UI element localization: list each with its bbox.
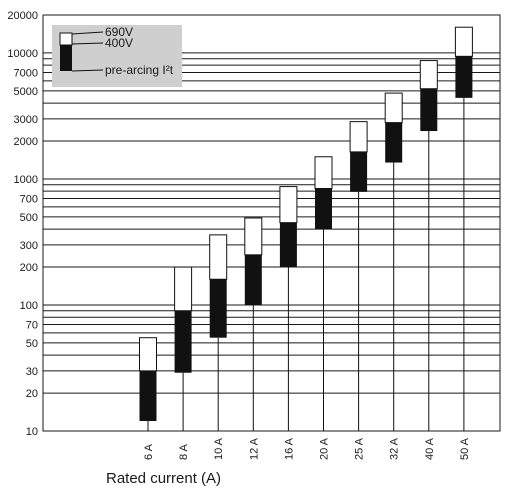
x-tick-label: 25 A	[354, 437, 366, 460]
x-tick-label: 32 A	[389, 437, 401, 460]
x-tick-label: 50 A	[459, 437, 471, 460]
legend-box	[52, 25, 182, 87]
bar-prearcing	[174, 310, 192, 373]
y-tick-label: 30	[26, 366, 38, 378]
bar-690v	[419, 60, 438, 90]
bar-690v	[349, 121, 368, 153]
bar-prearcing	[385, 122, 403, 163]
bar-690v	[209, 234, 228, 280]
bar-prearcing	[279, 222, 297, 268]
y-tick-label: 3000	[14, 114, 38, 126]
legend-swatch-690v	[59, 32, 73, 46]
bar-prearcing	[209, 279, 227, 338]
y-tick-label: 50	[26, 338, 38, 350]
legend-leader-400v	[71, 42, 104, 45]
x-tick-label: 40 A	[424, 437, 436, 460]
legend-leader-prearc	[71, 69, 104, 72]
x-tick-label: 10 A	[213, 437, 225, 460]
y-tick-label: 200	[20, 262, 38, 274]
bar-prearcing	[455, 56, 473, 98]
bar-690v	[174, 266, 193, 312]
x-tick-labels: 6 A 8 A 10 A 12 A 16 A 20 A 25 A 32 A 40 A 50 A	[143, 437, 471, 460]
bar-690v	[279, 186, 298, 224]
y-tick-label: 100	[20, 300, 38, 312]
x-axis-title: Rated current (A)	[106, 470, 222, 487]
bar-prearcing	[420, 88, 438, 132]
y-tick-label: 5000	[14, 86, 38, 98]
legend-label-400v: 400V	[105, 36, 133, 50]
bar-690v	[384, 92, 403, 124]
y-tick-label: 300	[20, 240, 38, 252]
y-tick-label: 1000	[14, 174, 38, 186]
y-tick-label: 700	[20, 193, 38, 205]
y-tick-label: 20	[26, 388, 38, 400]
legend-label-690v: 690V	[105, 25, 133, 39]
bar-690v	[244, 217, 263, 256]
legend-label-prearc: pre-arcing I²t	[105, 63, 174, 77]
y-tick-label: 2000	[14, 136, 38, 148]
legend-leader-690v	[71, 31, 104, 35]
y-tick-label: 7000	[14, 67, 38, 79]
y-tick-labels: 10 20 30 50 70 100 200 300 500 700 1000 2000 3000 500…	[7, 10, 38, 438]
x-tick-label: 20 A	[319, 437, 331, 460]
x-tick-label: 12 A	[248, 437, 260, 460]
y-tick-label: 70	[26, 319, 38, 331]
bar-690v	[139, 337, 157, 372]
bar-prearcing	[350, 151, 368, 192]
bar-690v	[454, 26, 473, 57]
x-tick-label: 8 A	[178, 443, 190, 460]
bar-prearcing	[139, 370, 157, 422]
legend-swatch-400v	[60, 45, 72, 71]
legend: 690V 400V pre-arcing I²t	[52, 25, 182, 87]
y-tick-label: 500	[20, 212, 38, 224]
bar-prearcing	[315, 188, 332, 230]
bar-690v	[314, 156, 333, 189]
x-tick-label: 16 A	[283, 437, 295, 460]
bars	[139, 26, 473, 431]
y-tick-label: 10	[26, 426, 38, 438]
gridlines	[43, 52, 500, 394]
x-tick-label: 6 A	[143, 443, 155, 460]
bar-prearcing	[244, 254, 262, 305]
y-tick-label: 20000	[7, 10, 38, 22]
y-tick-label: 10000	[7, 48, 38, 60]
